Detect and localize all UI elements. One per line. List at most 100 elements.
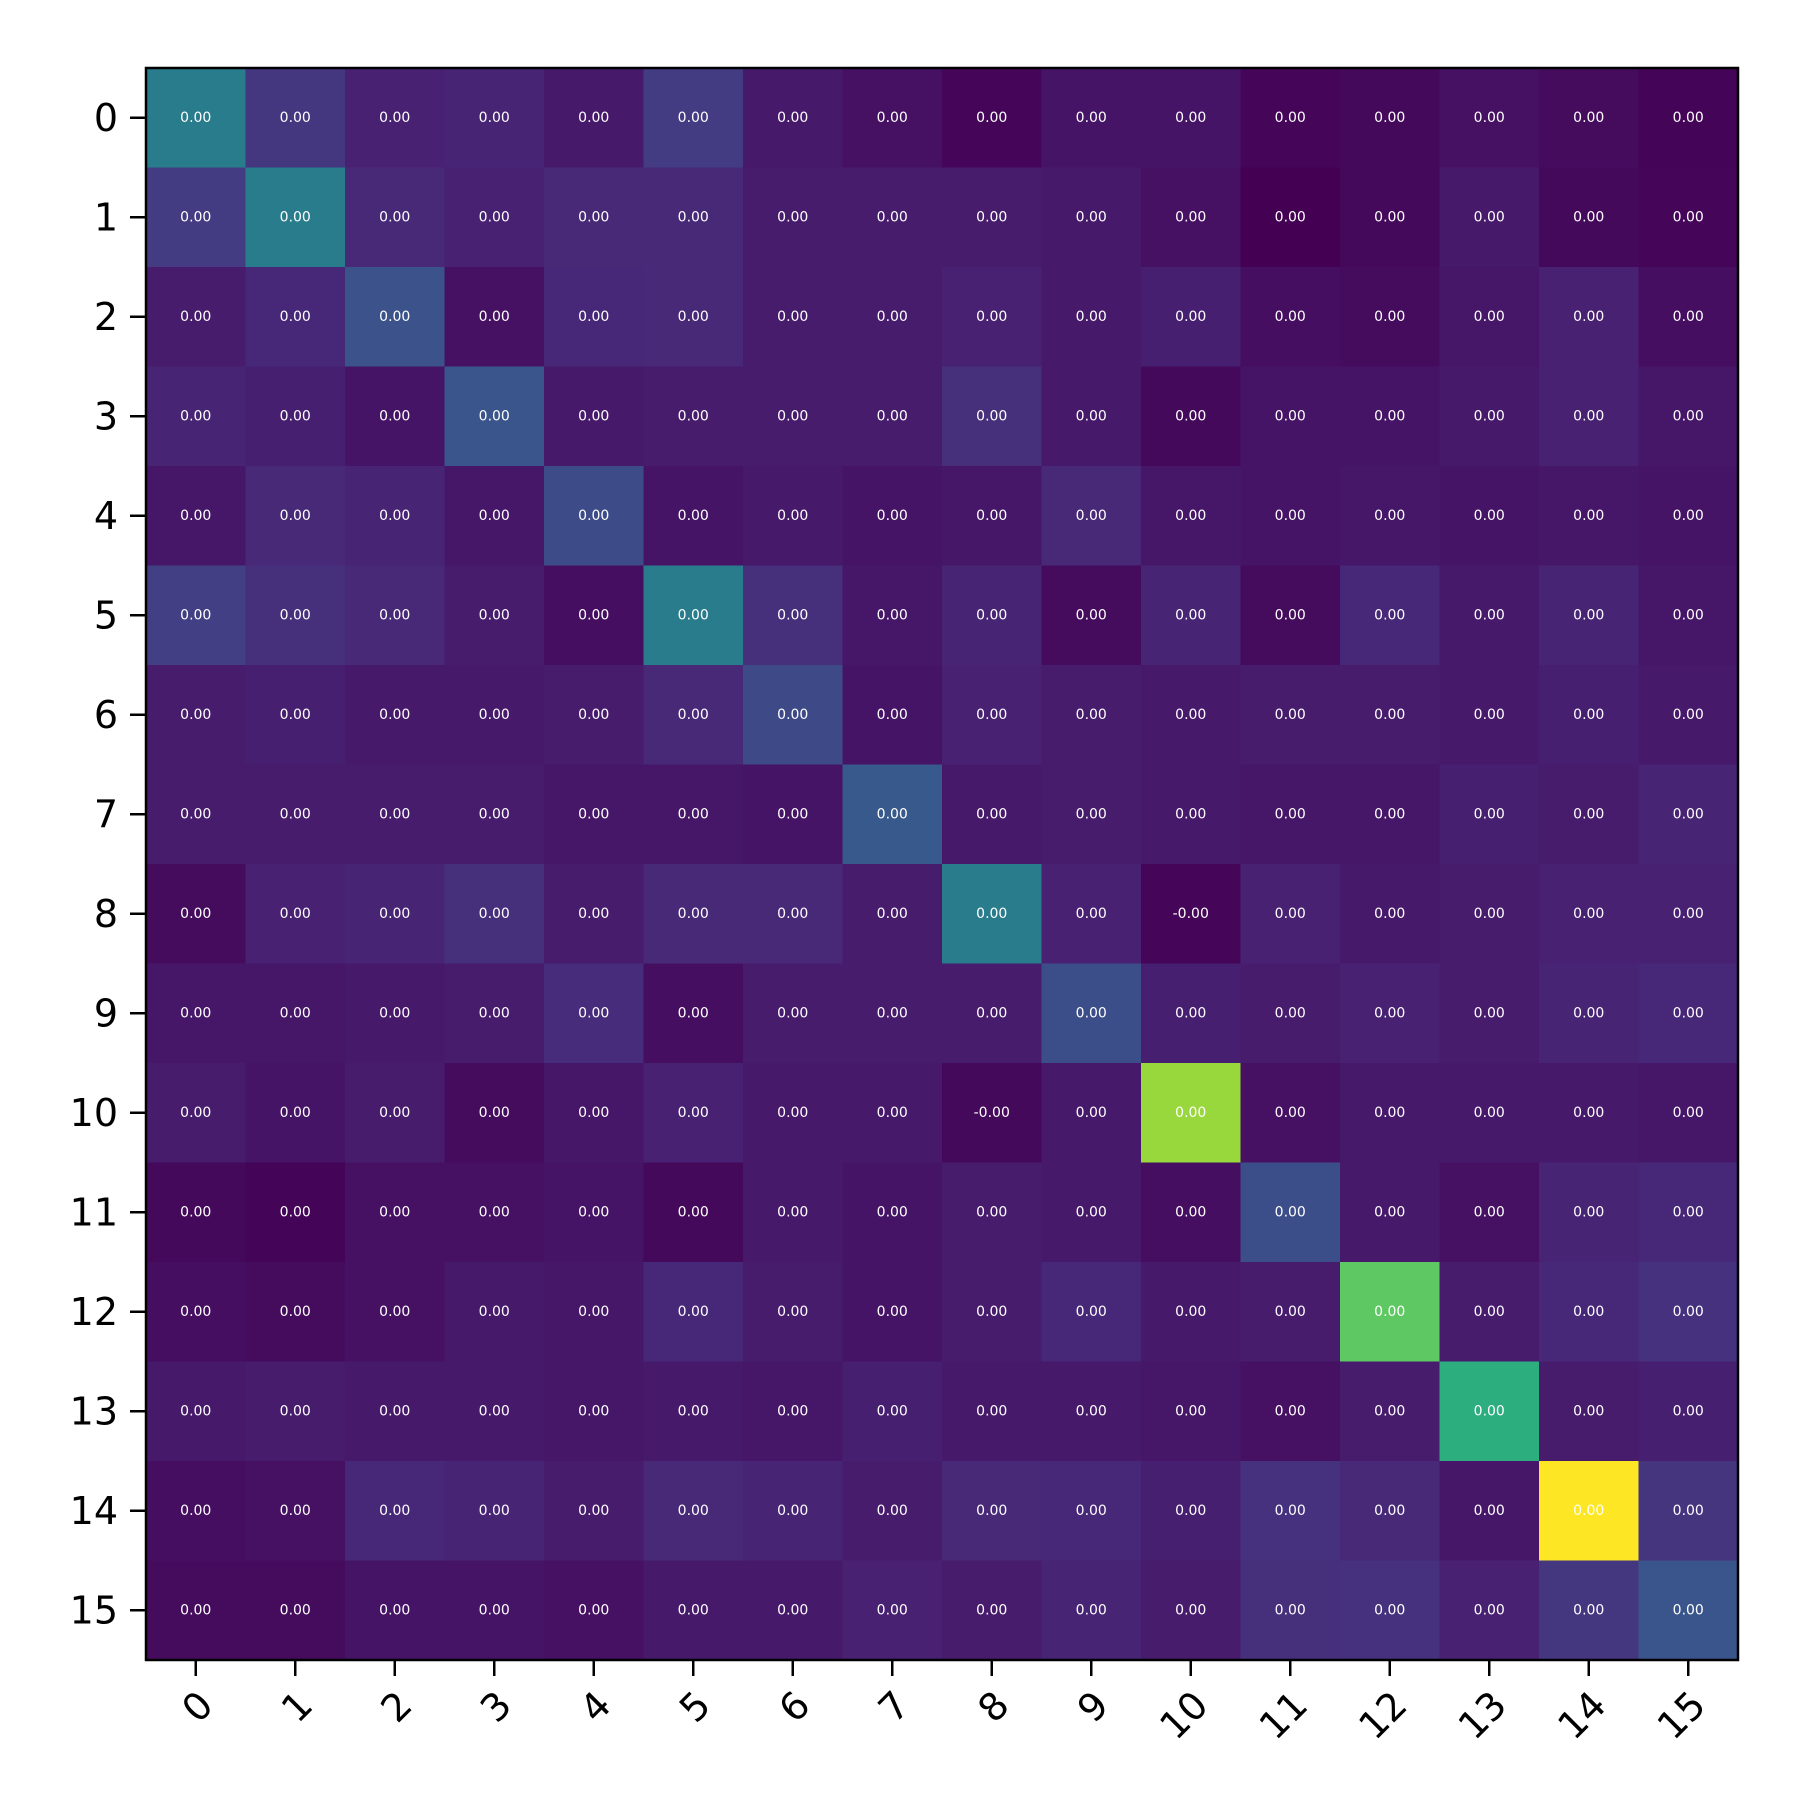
- heatmap-cell-8-1: [245, 864, 346, 964]
- heatmap-cell-10-7: [842, 1063, 943, 1163]
- cell-value-label-13-6: 0.00: [777, 1403, 808, 1419]
- heatmap-cell-8-4: [544, 864, 644, 964]
- cell-value-label-1-15: 0.00: [1673, 209, 1704, 225]
- heatmap-cell-1-6: [743, 167, 843, 268]
- cell-value-label-12-8: 0.00: [976, 1304, 1007, 1320]
- cell-value-label-2-10: 0.00: [1175, 309, 1206, 325]
- cell-value-label-15-12: 0.00: [1374, 1602, 1405, 1618]
- cell-value-label-5-0: 0.00: [180, 607, 211, 623]
- heatmap-cell-4-11: [1240, 466, 1341, 566]
- heatmap-cell-11-15: [1638, 1162, 1739, 1263]
- cell-value-label-6-0: 0.00: [180, 707, 211, 723]
- heatmap-cell-2-13: [1439, 267, 1540, 367]
- heatmap-cell-8-13: [1439, 864, 1540, 964]
- heatmap-cell-3-6: [743, 366, 843, 467]
- cell-value-label-15-6: 0.00: [777, 1602, 808, 1618]
- cell-value-label-6-7: 0.00: [877, 707, 908, 723]
- cell-value-label-12-15: 0.00: [1673, 1304, 1704, 1320]
- cell-value-label-14-2: 0.00: [379, 1503, 410, 1519]
- heatmap-cell-2-10: [1141, 267, 1241, 367]
- cell-value-label-14-7: 0.00: [877, 1503, 908, 1519]
- cell-value-label-5-10: 0.00: [1175, 607, 1206, 623]
- cell-value-label-15-11: 0.00: [1275, 1602, 1306, 1618]
- cell-value-label-7-6: 0.00: [777, 806, 808, 822]
- heatmap-cell-14-13: [1439, 1461, 1540, 1561]
- y-tick-label-8: 8: [94, 892, 118, 936]
- cell-value-label-14-15: 0.00: [1673, 1503, 1704, 1519]
- heatmap-cell-1-9: [1041, 167, 1142, 268]
- cell-value-label-4-7: 0.00: [877, 508, 908, 524]
- cell-value-label-10-7: 0.00: [877, 1105, 908, 1121]
- cell-value-label-12-10: 0.00: [1175, 1304, 1206, 1320]
- cell-value-label-10-3: 0.00: [479, 1105, 510, 1121]
- cell-value-label-15-3: 0.00: [479, 1602, 510, 1618]
- y-tick-label-14: 14: [70, 1489, 118, 1533]
- cell-value-label-13-8: 0.00: [976, 1403, 1007, 1419]
- heatmap-cell-12-10: [1141, 1262, 1241, 1362]
- heatmap-cell-9-10: [1141, 963, 1241, 1064]
- cell-value-label-4-5: 0.00: [678, 508, 709, 524]
- cell-value-label-0-3: 0.00: [479, 110, 510, 126]
- x-tick-label-14: 14: [1549, 1683, 1614, 1748]
- heatmap-cell-15-10: [1141, 1560, 1241, 1661]
- cell-value-label-1-2: 0.00: [379, 209, 410, 225]
- cell-value-label-9-11: 0.00: [1275, 1005, 1306, 1021]
- cell-value-label-8-13: 0.00: [1474, 906, 1505, 922]
- cell-value-label-3-9: 0.00: [1076, 408, 1107, 424]
- heatmap-cell-5-14: [1539, 565, 1639, 666]
- cell-value-label-15-1: 0.00: [280, 1602, 311, 1618]
- heatmap-cell-0-6: [743, 68, 843, 168]
- y-tick-label-0: 0: [94, 96, 118, 140]
- heatmap-cell-14-15: [1638, 1461, 1739, 1561]
- cell-value-label-0-7: 0.00: [877, 110, 908, 126]
- cell-value-label-5-4: 0.00: [578, 607, 609, 623]
- heatmap-cell-11-7: [842, 1162, 943, 1263]
- cell-value-label-7-5: 0.00: [678, 806, 709, 822]
- cell-value-label-8-14: 0.00: [1573, 906, 1604, 922]
- heatmap-cell-1-4: [544, 167, 644, 268]
- cell-value-label-0-12: 0.00: [1374, 110, 1405, 126]
- heatmap-cell-2-3: [444, 267, 545, 367]
- cell-value-label-5-1: 0.00: [280, 607, 311, 623]
- heatmap-cell-8-7: [842, 864, 943, 964]
- heatmap-cell-7-10: [1141, 764, 1241, 865]
- cell-value-label-11-8: 0.00: [976, 1204, 1007, 1220]
- y-tick-label-6: 6: [94, 693, 118, 737]
- x-tick-label-4: 4: [571, 1683, 619, 1731]
- cell-value-label-1-10: 0.00: [1175, 209, 1206, 225]
- cell-value-label-12-5: 0.00: [678, 1304, 709, 1320]
- cell-value-label-6-12: 0.00: [1374, 707, 1405, 723]
- heatmap-cell-8-0: [146, 864, 246, 964]
- heatmap-cell-12-14: [1539, 1262, 1639, 1362]
- cell-value-label-7-9: 0.00: [1076, 806, 1107, 822]
- heatmap-cell-3-15: [1638, 366, 1739, 467]
- cell-value-label-9-10: 0.00: [1175, 1005, 1206, 1021]
- cell-value-label-2-2: 0.00: [379, 309, 410, 325]
- heatmap-cell-10-3: [444, 1063, 545, 1163]
- heatmap-cell-9-14: [1539, 963, 1639, 1064]
- heatmap-cell-10-5: [643, 1063, 744, 1163]
- cell-value-label-6-3: 0.00: [479, 707, 510, 723]
- cell-value-label-5-2: 0.00: [379, 607, 410, 623]
- y-tick-label-11: 11: [70, 1190, 118, 1234]
- heatmap-cell-7-14: [1539, 764, 1639, 865]
- heatmap-cell-13-11: [1240, 1361, 1341, 1462]
- heatmap-cell-5-1: [245, 565, 346, 666]
- cell-value-label-8-5: 0.00: [678, 906, 709, 922]
- heatmap-cell-9-5: [643, 963, 744, 1064]
- heatmap-cell-11-4: [544, 1162, 644, 1263]
- cell-value-label-14-8: 0.00: [976, 1503, 1007, 1519]
- heatmap-cell-8-10: [1141, 864, 1241, 964]
- cell-value-label-15-0: 0.00: [180, 1602, 211, 1618]
- cell-value-label-13-2: 0.00: [379, 1403, 410, 1419]
- heatmap-cell-0-9: [1041, 68, 1142, 168]
- cell-value-label-8-9: 0.00: [1076, 906, 1107, 922]
- heatmap-cell-0-10: [1141, 68, 1241, 168]
- heatmap-cell-15-13: [1439, 1560, 1540, 1661]
- heatmap-cell-10-10: [1141, 1063, 1241, 1163]
- y-tick-label-3: 3: [94, 394, 118, 438]
- cell-value-label-5-3: 0.00: [479, 607, 510, 623]
- cell-value-label-6-10: 0.00: [1175, 707, 1206, 723]
- heatmap-cell-6-14: [1539, 665, 1639, 765]
